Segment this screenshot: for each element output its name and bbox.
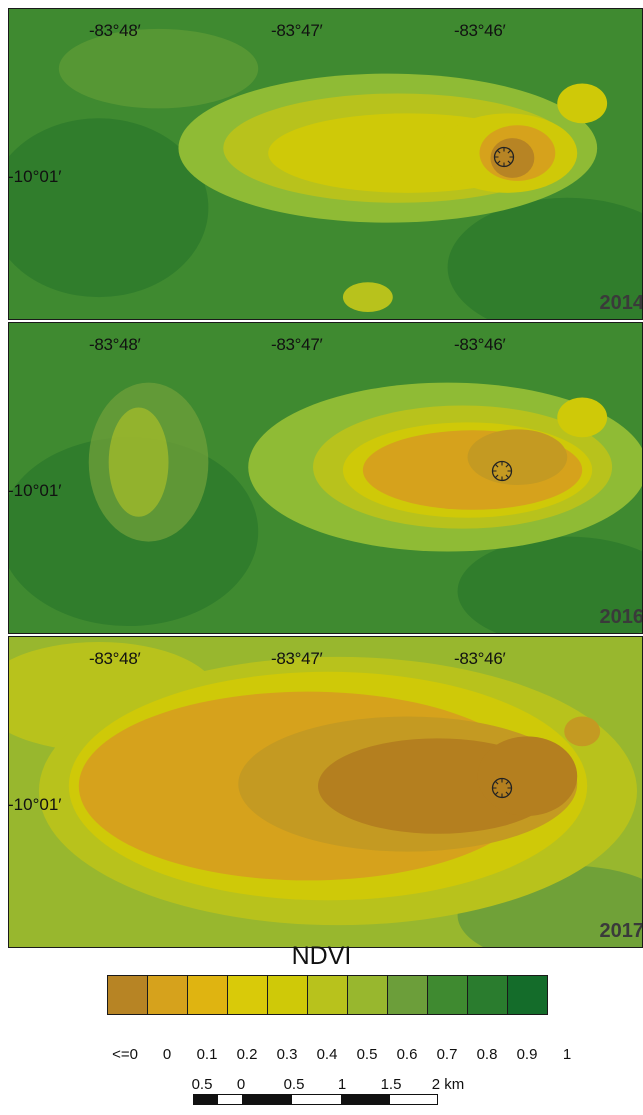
year-label: 2014: [599, 292, 643, 314]
legend-swatch: [387, 975, 428, 1015]
ndvi-raster-2014: [9, 9, 642, 319]
legend-tick-label: 0.2: [236, 1046, 258, 1063]
legend-tick-label: 0.1: [196, 1046, 218, 1063]
legend-swatch: [427, 975, 468, 1015]
ndvi-raster-2017: [9, 637, 642, 947]
longitude-label: -83°47′: [271, 649, 323, 668]
scale-bar-segment: [390, 1095, 436, 1104]
longitude-label: -83°48′: [89, 649, 141, 668]
longitude-label: -83°46′: [454, 21, 506, 40]
latitude-label: -10°01′: [8, 481, 62, 500]
legend-swatch: [467, 975, 508, 1015]
map-panel-2016: -83°48′ -83°47′ -83°46′ -10°01′ 2016: [8, 322, 643, 634]
longitude-label: -83°47′: [271, 21, 323, 40]
scale-bar-label: 1.5: [380, 1076, 402, 1093]
scale-bar-segment: [341, 1095, 390, 1104]
latitude-label: -10°01′: [8, 795, 62, 814]
legend-tick-label: 0.7: [436, 1046, 458, 1063]
scale-bar-segment: [242, 1095, 292, 1104]
vent-marker-icon: [491, 460, 513, 482]
legend-tick-label: 0.4: [316, 1046, 338, 1063]
ndvi-raster-2016: [9, 323, 642, 633]
legend-tick-label: 1: [562, 1046, 572, 1063]
legend-swatch: [187, 975, 228, 1015]
scale-bar-label: 2 km: [431, 1076, 465, 1093]
legend-tick-label: 0.3: [276, 1046, 298, 1063]
legend-swatch: [147, 975, 188, 1015]
scale-bar-segment: [218, 1095, 242, 1104]
longitude-label: -83°46′: [454, 335, 506, 354]
scale-bar: [193, 1094, 438, 1105]
longitude-label: -83°47′: [271, 335, 323, 354]
longitude-label: -83°48′: [89, 21, 141, 40]
scale-bar-label: 0.5: [191, 1076, 213, 1093]
legend-tick-label: 0.6: [396, 1046, 418, 1063]
legend-swatch: [107, 975, 148, 1015]
map-panel-2017: -83°48′ -83°47′ -83°46′ -10°01′ 2017: [8, 636, 643, 948]
legend-swatch: [347, 975, 388, 1015]
legend-tick-label: 0.9: [516, 1046, 538, 1063]
year-label: 2017: [599, 920, 643, 942]
legend-swatch: [227, 975, 268, 1015]
legend-title: NDVI: [291, 942, 352, 970]
longitude-label: -83°46′: [454, 649, 506, 668]
legend-swatch: [307, 975, 348, 1015]
scale-bar-segment: [292, 1095, 341, 1104]
ndvi-color-legend: [107, 975, 548, 1042]
scale-bar-segment: [194, 1095, 218, 1104]
scale-bar-label: 1: [337, 1076, 347, 1093]
scale-bar-label: 0.5: [283, 1076, 305, 1093]
vent-marker-icon: [493, 146, 515, 168]
vent-marker-icon: [491, 777, 513, 799]
legend-tick-label: 0: [162, 1046, 172, 1063]
legend-tick-label: <=0: [112, 1046, 138, 1063]
latitude-label: -10°01′: [8, 167, 62, 186]
scale-bar-label: 0: [236, 1076, 246, 1093]
map-panel-2014: -83°48′ -83°47′ -83°46′ -10°01′ 2014: [8, 8, 643, 320]
year-label: 2016: [599, 606, 643, 628]
legend-swatch: [507, 975, 548, 1015]
longitude-label: -83°48′: [89, 335, 141, 354]
legend-swatch: [267, 975, 308, 1015]
legend-tick-label: 0.5: [356, 1046, 378, 1063]
legend-tick-label: 0.8: [476, 1046, 498, 1063]
